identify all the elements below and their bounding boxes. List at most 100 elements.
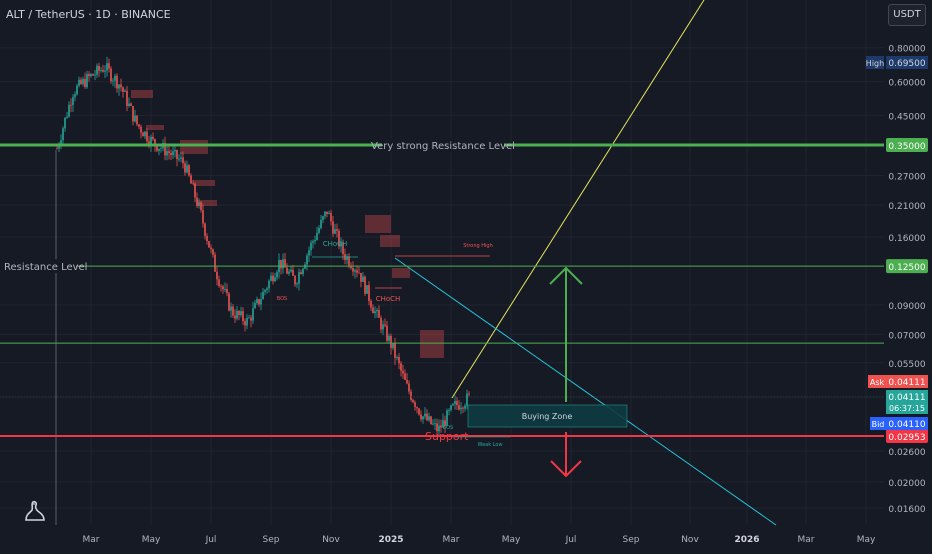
candle [88,71,90,82]
candle [180,152,182,163]
candle [66,111,68,119]
price-tick-label: 0.80000 [888,45,925,55]
candle [62,126,64,146]
candles [56,56,470,437]
candle [466,389,468,410]
candle [102,64,104,73]
candle [116,73,118,93]
candle [454,395,456,410]
candle [332,215,334,237]
candle [106,56,108,77]
candle [210,244,212,254]
candle [186,160,188,174]
candle [72,94,74,113]
candle [342,239,344,260]
candle [228,291,230,312]
currency-button[interactable]: USDT [888,4,926,26]
candle [368,281,370,306]
candle [440,419,442,433]
up-arrow [549,266,583,402]
candle [464,403,466,412]
order-block [180,140,208,154]
candle [376,307,378,318]
candle [160,145,162,153]
candle [222,284,224,294]
candle [96,63,98,78]
candle [84,72,86,89]
candle [452,402,454,407]
candle [188,164,190,177]
candle [170,149,172,161]
candle [70,98,72,113]
candle [104,65,106,78]
price-tick-label: 0.35000 [888,142,925,152]
candle [416,406,418,414]
candle [178,154,180,162]
candle [212,248,214,258]
candle [386,320,388,343]
price-tick-label: 0.02953 [888,433,925,443]
grid [0,0,884,525]
price-tick-label: 0.07000 [888,331,925,341]
last-price: 0.04111 [888,393,925,403]
time-tick-label: Mar [798,535,815,545]
candle [428,412,430,422]
time-tick-label: Jul [565,535,577,545]
candle [138,123,140,130]
price-axis: 0.80000 0.60000 0.45000 0.35000 0.27000 0.210… [884,0,932,550]
time-tick-label: Mar [83,535,100,545]
candle [388,333,390,344]
price-tick-label: 0.02600 [888,448,925,458]
candle [358,266,360,274]
candle [166,144,168,161]
candle [248,314,250,319]
time-tick-label: Nov [681,535,699,545]
candle [308,246,310,262]
candle [352,261,354,277]
candle [60,134,62,150]
tradingview-logo-icon[interactable] [22,498,48,524]
candle [128,97,130,108]
candle [250,314,252,328]
candle [220,284,222,292]
candle [260,292,262,311]
high-value: 0.69500 [888,59,925,69]
candle [424,407,426,420]
candle [296,281,298,289]
candle [122,86,124,98]
candle [394,337,396,366]
ask-tag: Ask [870,378,885,387]
candle [370,299,372,312]
time-tick-label: 2025 [378,535,403,545]
candle [286,263,288,275]
price-tick-label: 0.01600 [888,505,925,515]
candle [82,76,84,87]
candle [134,109,136,123]
candle [258,298,260,307]
candle [246,314,248,330]
candle [268,279,270,293]
candle [126,85,128,112]
candle [200,201,202,213]
time-tick-label: May [502,535,521,545]
candle [316,226,318,241]
candle [130,102,132,107]
candle [312,239,314,249]
bid-value: 0.04110 [888,420,925,430]
candle [356,265,358,278]
time-tick-label: Sep [623,535,640,545]
candle [422,415,424,424]
bid-tag: Bid [872,420,885,429]
candle [418,407,420,416]
candle [270,272,272,282]
order-block [193,180,215,186]
order-block [131,90,153,98]
candle [414,400,416,411]
candle [444,415,446,434]
candle [364,275,366,296]
candle [108,58,110,73]
candle [392,343,394,351]
candle [456,397,458,410]
